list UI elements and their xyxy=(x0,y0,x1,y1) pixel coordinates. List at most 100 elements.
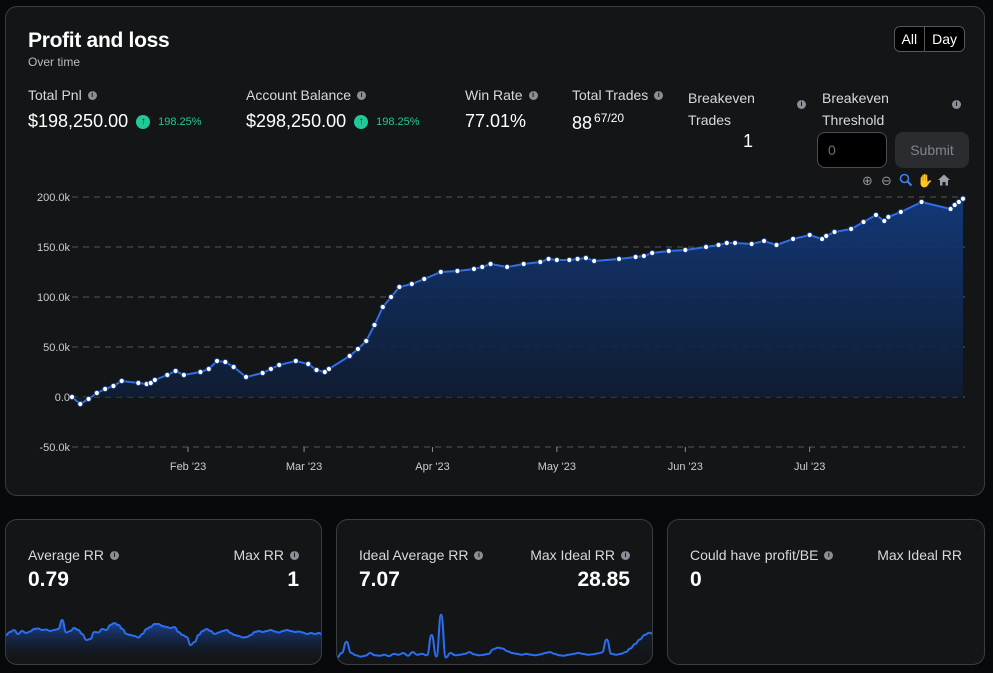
data-point[interactable] xyxy=(421,275,428,283)
data-point[interactable] xyxy=(885,213,892,221)
data-point[interactable] xyxy=(354,345,362,353)
data-point[interactable] xyxy=(702,243,710,251)
data-point[interactable] xyxy=(947,205,954,213)
data-point[interactable] xyxy=(806,231,813,239)
data-point[interactable] xyxy=(93,389,100,397)
data-point[interactable] xyxy=(379,303,386,311)
toggle-all-button[interactable]: All xyxy=(894,27,925,51)
data-point[interactable] xyxy=(566,256,573,264)
data-point[interactable] xyxy=(470,265,478,273)
data-point[interactable] xyxy=(454,267,461,275)
data-point[interactable] xyxy=(591,257,598,265)
toggle-day-button[interactable]: Day xyxy=(924,27,964,51)
data-point[interactable] xyxy=(135,379,142,387)
data-point[interactable] xyxy=(259,369,266,377)
breakeven-threshold-input[interactable] xyxy=(817,132,887,168)
info-icon[interactable]: i xyxy=(528,90,538,100)
info-icon[interactable]: i xyxy=(110,550,120,560)
data-point[interactable] xyxy=(520,260,527,268)
data-point[interactable] xyxy=(823,232,830,240)
data-point[interactable] xyxy=(789,235,797,243)
data-point[interactable] xyxy=(164,371,171,379)
home-icon[interactable] xyxy=(936,173,951,188)
data-point[interactable] xyxy=(848,225,855,233)
info-icon[interactable]: i xyxy=(797,100,806,109)
data-point[interactable] xyxy=(172,367,179,375)
info-icon[interactable]: i xyxy=(357,90,367,100)
info-icon[interactable]: i xyxy=(654,90,664,100)
data-point[interactable] xyxy=(68,393,76,401)
data-point[interactable] xyxy=(102,385,109,393)
submit-button[interactable]: Submit xyxy=(895,132,969,168)
zoom-in-icon[interactable]: ⊕ xyxy=(862,173,873,188)
pan-icon[interactable]: ✋ xyxy=(917,173,934,188)
data-point[interactable] xyxy=(77,400,84,408)
data-point[interactable] xyxy=(959,195,967,202)
zoom-select-icon[interactable] xyxy=(898,173,913,188)
data-point[interactable] xyxy=(230,363,237,371)
data-point[interactable] xyxy=(553,256,560,264)
data-point[interactable] xyxy=(760,237,768,245)
zoom-out-icon[interactable]: ⊖ xyxy=(881,173,892,188)
data-point[interactable] xyxy=(205,365,212,373)
data-point[interactable] xyxy=(151,376,158,384)
data-point[interactable] xyxy=(292,357,299,365)
data-point[interactable] xyxy=(649,249,656,257)
info-icon[interactable]: i xyxy=(824,550,834,560)
data-point[interactable] xyxy=(918,198,925,206)
data-point[interactable] xyxy=(242,373,250,381)
data-point[interactable] xyxy=(222,358,229,366)
data-point[interactable] xyxy=(396,283,403,291)
info-icon[interactable]: i xyxy=(87,90,97,100)
data-point[interactable] xyxy=(110,382,117,390)
data-point[interactable] xyxy=(408,280,415,288)
data-point[interactable] xyxy=(305,360,312,368)
data-point[interactable] xyxy=(325,365,333,373)
data-point[interactable] xyxy=(437,268,444,276)
info-icon[interactable]: i xyxy=(952,100,961,109)
data-point[interactable] xyxy=(118,377,125,385)
data-point[interactable] xyxy=(955,198,962,206)
data-point[interactable] xyxy=(545,255,552,263)
data-point[interactable] xyxy=(831,228,838,236)
data-point[interactable] xyxy=(180,371,187,379)
data-point[interactable] xyxy=(363,337,370,345)
pnl-chart[interactable]: 200.0k 150.0k 100.0k 50.0k 0.0 -50.0k Feb '23 M… xyxy=(6,7,985,496)
data-point[interactable] xyxy=(313,366,320,374)
info-icon[interactable]: i xyxy=(290,550,299,560)
data-point[interactable] xyxy=(615,255,623,263)
info-icon[interactable]: i xyxy=(474,550,484,560)
data-point[interactable] xyxy=(682,246,689,254)
data-point[interactable] xyxy=(951,201,958,209)
data-point[interactable] xyxy=(582,254,589,262)
data-point[interactable] xyxy=(881,217,888,225)
data-point[interactable] xyxy=(197,368,204,376)
data-point[interactable] xyxy=(665,247,672,255)
data-point[interactable] xyxy=(85,395,92,403)
data-point[interactable] xyxy=(346,352,353,360)
data-point[interactable] xyxy=(213,357,221,365)
data-point[interactable] xyxy=(872,211,880,219)
data-point[interactable] xyxy=(388,293,395,301)
data-point[interactable] xyxy=(276,361,283,369)
data-point[interactable] xyxy=(723,239,730,247)
data-point[interactable] xyxy=(818,235,826,243)
data-point[interactable] xyxy=(371,321,378,329)
data-point[interactable] xyxy=(537,258,544,266)
data-point[interactable] xyxy=(748,240,755,248)
data-point[interactable] xyxy=(715,241,722,249)
data-point[interactable] xyxy=(487,260,494,268)
data-point[interactable] xyxy=(897,208,904,216)
data-point[interactable] xyxy=(860,218,867,226)
data-point[interactable] xyxy=(479,263,486,271)
data-point[interactable] xyxy=(147,379,154,387)
info-icon[interactable]: i xyxy=(621,550,630,560)
data-point[interactable] xyxy=(574,255,581,263)
data-point[interactable] xyxy=(640,252,647,260)
data-point[interactable] xyxy=(632,253,639,261)
data-point[interactable] xyxy=(267,365,275,373)
data-point[interactable] xyxy=(321,368,328,376)
data-point[interactable] xyxy=(504,263,511,271)
data-point[interactable] xyxy=(731,239,739,247)
data-point[interactable] xyxy=(773,241,780,249)
